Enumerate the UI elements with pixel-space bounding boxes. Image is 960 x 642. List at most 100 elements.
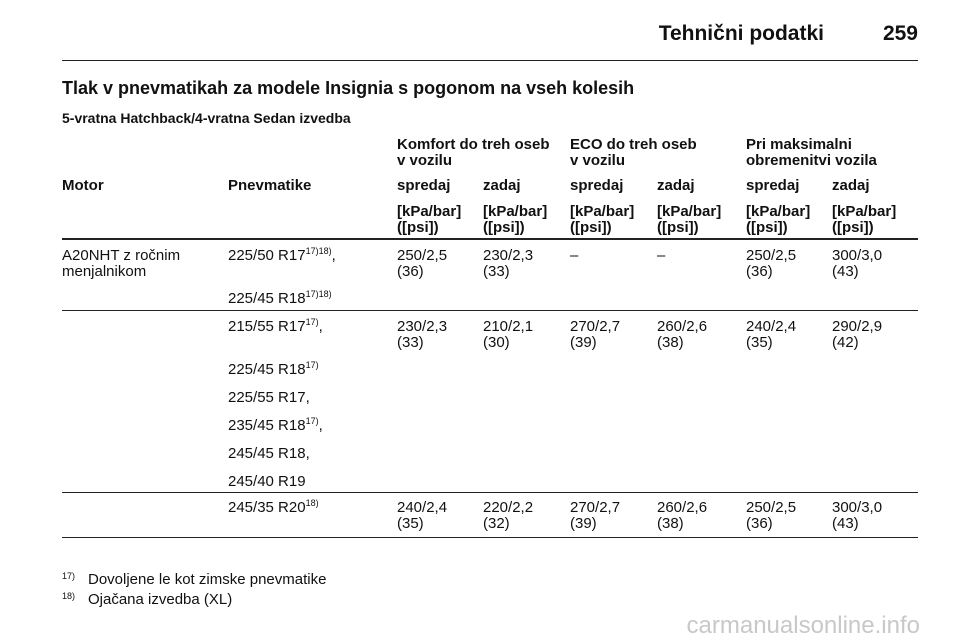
footnote-ref: 17)18): [305, 246, 332, 256]
column-header: spredaj: [397, 177, 451, 194]
table-rule: [62, 537, 918, 538]
group-header: v vozilu: [570, 152, 626, 169]
unit-label: ([psi]): [657, 219, 699, 236]
column-header: Pnevmatike: [228, 177, 312, 194]
pressure-value: –: [657, 247, 666, 264]
unit-label: [kPa/bar]: [832, 203, 897, 220]
pressure-value: (33): [397, 334, 424, 351]
pressure-value: (36): [746, 515, 773, 532]
pressure-value: (36): [397, 263, 424, 280]
group-header: Komfort do treh oseb: [397, 136, 550, 153]
pressure-value: 230/2,3: [397, 318, 448, 335]
pressure-value: (39): [570, 334, 597, 351]
pressure-value: (35): [397, 515, 424, 532]
subtitle: 5-vratna Hatchback/4-vratna Sedan izvedb…: [62, 110, 351, 126]
pressure-value: 220/2,2: [483, 499, 534, 516]
pressure-value: 270/2,7: [570, 318, 621, 335]
pressure-value: (33): [483, 263, 510, 280]
tire-text: 235/45 R18: [228, 417, 306, 434]
unit-label: ([psi]): [570, 219, 612, 236]
tire-size: 225/50 R1717)18),: [228, 246, 336, 264]
tire-size: 225/45 R1817): [228, 360, 319, 378]
table-rule: [62, 492, 918, 493]
footnote-ref: 17): [305, 317, 319, 327]
tire-text: 225/45 R18: [228, 361, 306, 378]
footnote-ref: 17): [305, 416, 319, 426]
footnote-ref: 18): [305, 498, 319, 508]
pressure-value: (32): [483, 515, 510, 532]
unit-label: [kPa/bar]: [746, 203, 811, 220]
tire-text: 225/45 R18: [228, 290, 306, 307]
column-header: spredaj: [570, 177, 624, 194]
pressure-value: (35): [746, 334, 773, 351]
tire-suffix: ,: [318, 318, 323, 335]
tire-text: 225/50 R17: [228, 247, 306, 264]
tire-size: 245/40 R19: [228, 474, 306, 490]
pressure-value: 240/2,4: [746, 318, 797, 335]
unit-label: [kPa/bar]: [483, 203, 548, 220]
tire-text: 245/35 R20: [228, 499, 306, 516]
tire-size: 245/45 R18,: [228, 446, 310, 462]
tire-suffix: ,: [331, 247, 336, 264]
unit-label: ([psi]): [397, 219, 439, 236]
pressure-value: (39): [570, 515, 597, 532]
section-title: Tlak v pnevmatikah za modele Insignia s …: [62, 78, 635, 98]
tire-size: 245/35 R2018): [228, 498, 319, 516]
watermark: carmanualsonline.info: [686, 612, 920, 639]
pressure-value: 300/3,0: [832, 499, 883, 516]
column-header: zadaj: [657, 177, 695, 194]
group-header: ECO do treh oseb: [570, 136, 697, 153]
footnote-mark: 18): [62, 591, 76, 601]
tire-text: 245/40 R19: [228, 473, 306, 490]
motor: A20NHT z ročnim: [62, 247, 181, 264]
column-header: spredaj: [746, 177, 800, 194]
table-rule: [62, 238, 918, 240]
tire-size: 225/45 R1817)18): [228, 289, 332, 307]
tire-text: 245/45 R18,: [228, 445, 310, 462]
pressure-value: 230/2,3: [483, 247, 534, 264]
unit-label: [kPa/bar]: [570, 203, 635, 220]
unit-label: [kPa/bar]: [397, 203, 462, 220]
pressure-value: –: [570, 247, 579, 264]
pressure-value: 270/2,7: [570, 499, 621, 516]
pressure-value: (30): [483, 334, 510, 351]
pressure-value: 260/2,6: [657, 318, 708, 335]
group-header: Pri maksimalni: [746, 136, 852, 153]
tire-size: 225/55 R17,: [228, 390, 310, 406]
header-title: Tehnični podatki: [658, 22, 824, 45]
table-rule: [62, 310, 918, 311]
tire-text: 215/55 R17: [228, 318, 306, 335]
column-header: Motor: [62, 177, 104, 194]
footnote-ref: 17): [305, 360, 319, 370]
pressure-value: (38): [657, 334, 684, 351]
unit-label: ([psi]): [832, 219, 874, 236]
footnote-text: Dovoljene le kot zimske pnevmatike: [88, 571, 327, 588]
pressure-value: 210/2,1: [483, 318, 534, 335]
tire-size: 235/45 R1817),: [228, 416, 323, 434]
pressure-value: (42): [832, 334, 859, 351]
tire-suffix: ,: [318, 417, 323, 434]
footnote-ref: 17)18): [305, 289, 332, 299]
footnote-mark: 17): [62, 571, 76, 581]
group-header: obremenitvi vozila: [746, 152, 877, 169]
page-number: 259: [882, 22, 918, 45]
pressure-value: 250/2,5: [746, 499, 797, 516]
pressure-value: 290/2,9: [832, 318, 883, 335]
pressure-value: 260/2,6: [657, 499, 708, 516]
pressure-value: (36): [746, 263, 773, 280]
pressure-value: (43): [832, 515, 859, 532]
tire-size: 215/55 R1717),: [228, 317, 323, 335]
pressure-value: 300/3,0: [832, 247, 883, 264]
pressure-value: (43): [832, 263, 859, 280]
column-header: zadaj: [483, 177, 521, 194]
unit-label: ([psi]): [746, 219, 788, 236]
pressure-value: 240/2,4: [397, 499, 448, 516]
group-header: v vozilu: [397, 152, 453, 169]
pressure-value: 250/2,5: [397, 247, 448, 264]
footnote-text: Ojačana izvedba (XL): [88, 591, 233, 608]
unit-label: [kPa/bar]: [657, 203, 722, 220]
pressure-value: 250/2,5: [746, 247, 797, 264]
motor: menjalnikom: [62, 263, 147, 280]
unit-label: ([psi]): [483, 219, 525, 236]
